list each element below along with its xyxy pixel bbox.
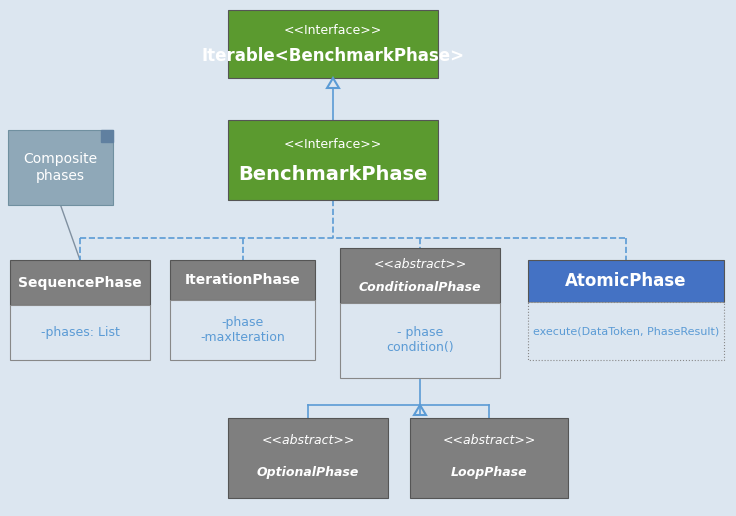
Bar — [10, 305, 150, 360]
Bar — [170, 260, 315, 300]
Bar — [528, 260, 724, 302]
Text: LoopPhase: LoopPhase — [450, 466, 527, 479]
Bar — [228, 418, 388, 498]
Text: execute(DataToken, PhaseResult): execute(DataToken, PhaseResult) — [533, 326, 719, 336]
Bar — [410, 418, 568, 498]
Text: <<Interface>>: <<Interface>> — [284, 24, 382, 37]
Text: AtomicPhase: AtomicPhase — [565, 272, 687, 290]
Bar — [528, 302, 724, 360]
Text: - phase
condition(): - phase condition() — [386, 326, 454, 354]
Bar — [170, 300, 315, 360]
Bar — [340, 302, 500, 378]
Text: -phases: List: -phases: List — [40, 326, 119, 339]
Text: <<abstract>>: <<abstract>> — [373, 258, 467, 271]
Text: OptionalPhase: OptionalPhase — [257, 466, 359, 479]
Text: <<Interface>>: <<Interface>> — [284, 137, 382, 151]
Text: -phase
-maxIteration: -phase -maxIteration — [200, 316, 285, 344]
Bar — [228, 120, 438, 200]
Bar — [8, 130, 113, 205]
Polygon shape — [101, 130, 113, 142]
Text: ConditionalPhase: ConditionalPhase — [358, 281, 481, 294]
Text: SequencePhase: SequencePhase — [18, 276, 142, 289]
Text: IterationPhase: IterationPhase — [185, 273, 300, 287]
Bar — [228, 10, 438, 78]
Text: Iterable<BenchmarkPhase>: Iterable<BenchmarkPhase> — [202, 47, 464, 65]
Text: Composite
phases: Composite phases — [24, 152, 98, 183]
Bar — [340, 248, 500, 302]
Text: BenchmarkPhase: BenchmarkPhase — [238, 165, 428, 184]
Text: <<abstract>>: <<abstract>> — [442, 434, 536, 447]
Text: <<abstract>>: <<abstract>> — [261, 434, 355, 447]
Bar — [10, 260, 150, 305]
